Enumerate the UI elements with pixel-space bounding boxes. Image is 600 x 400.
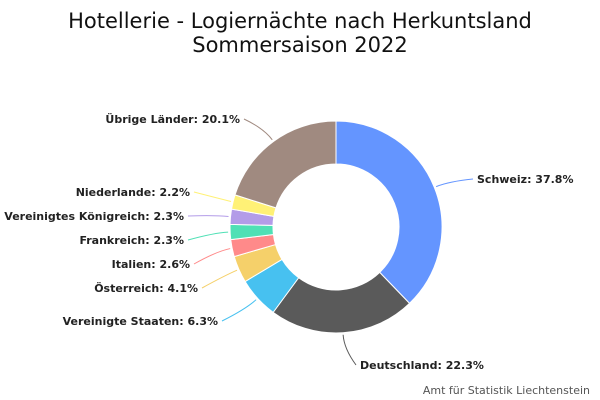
label-niederlande: Niederlande: 2.2% xyxy=(76,186,190,199)
connector-uebrige-laender xyxy=(243,118,273,141)
chart-title: Hotellerie - Logiernächte nach Herkuntsl… xyxy=(68,9,532,33)
connector-schweiz xyxy=(435,178,474,188)
label-uebrige-laender: Übrige Länder: 20.1% xyxy=(105,112,240,126)
slice-uebrige-laender[interactable] xyxy=(234,120,337,209)
label-vereinigtes-koenigreich: Vereinigtes Königreich: 2.3% xyxy=(4,210,184,223)
connector-niederlande xyxy=(193,191,232,202)
chart-subtitle: Sommersaison 2022 xyxy=(192,33,408,57)
connector-vereinigtes-koenigreich xyxy=(187,215,229,217)
labels-group: Schweiz: 37.8% Deutschland: 22.3% Vereinig… xyxy=(4,112,573,372)
connector-deutschland xyxy=(342,334,357,366)
label-schweiz: Schweiz: 37.8% xyxy=(477,173,573,186)
connector-oesterreich xyxy=(201,269,238,289)
connector-italien xyxy=(193,248,231,265)
chart-credit: Amt für Statistik Liechtenstein xyxy=(423,384,590,397)
connectors-group xyxy=(187,118,474,366)
label-deutschland: Deutschland: 22.3% xyxy=(360,359,484,372)
label-italien: Italien: 2.6% xyxy=(112,258,190,271)
connector-frankreich xyxy=(187,231,229,241)
slice-schweiz[interactable] xyxy=(335,120,443,305)
label-oesterreich: Österreich: 4.1% xyxy=(94,281,198,295)
slices-group xyxy=(229,120,443,334)
connector-vereinigte-staaten xyxy=(221,299,257,322)
label-frankreich: Frankreich: 2.3% xyxy=(79,234,184,247)
label-vereinigte-staaten: Vereinigte Staaten: 6.3% xyxy=(63,315,218,328)
